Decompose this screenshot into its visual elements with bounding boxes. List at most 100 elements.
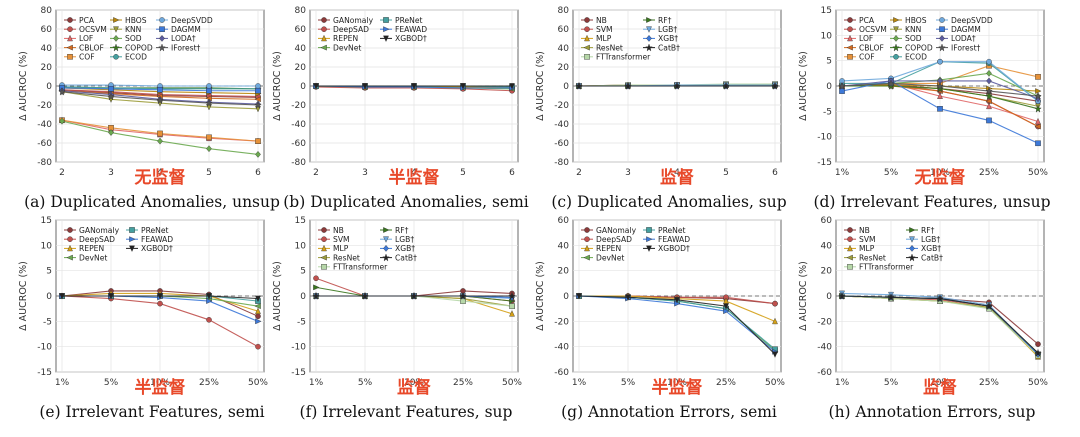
supervision-annotation: 监督 xyxy=(923,377,957,398)
legend-marker xyxy=(159,34,165,42)
y-tick-label: -60 xyxy=(817,368,832,378)
legend-marker xyxy=(646,227,652,233)
x-tick-label: 5% xyxy=(104,378,119,388)
x-tick-label: 1% xyxy=(835,168,850,178)
legend-marker xyxy=(321,34,327,42)
data-point xyxy=(108,86,114,92)
legend-marker xyxy=(584,227,590,233)
legend-marker xyxy=(383,244,389,252)
legend-marker xyxy=(892,43,900,52)
data-point xyxy=(1034,348,1042,357)
data-point xyxy=(722,81,730,90)
legend-entry: GANomaly xyxy=(79,226,120,235)
legend-marker xyxy=(321,227,327,233)
y-axis-label: Δ AUCROC (%) xyxy=(798,261,809,331)
y-tick-label: -40 xyxy=(817,343,832,353)
x-tick-label: 1% xyxy=(572,378,587,388)
legend-marker xyxy=(847,17,853,23)
y-tick-label: -20 xyxy=(554,101,569,111)
legend-marker xyxy=(66,44,73,51)
data-point xyxy=(509,83,515,90)
y-tick-label: 40 xyxy=(295,44,307,54)
data-point xyxy=(1035,88,1042,94)
legend-entry: XGBOD† xyxy=(141,244,173,253)
data-point xyxy=(58,87,66,96)
legend-entry: RF† xyxy=(921,226,935,235)
series-iforest xyxy=(58,87,262,109)
legend-marker xyxy=(321,264,327,270)
legend-marker xyxy=(847,244,853,252)
legend-marker xyxy=(893,17,900,23)
x-tick-label: 1% xyxy=(835,378,850,388)
supervision-annotation: 监督 xyxy=(397,377,431,398)
y-tick-label: 80 xyxy=(295,6,307,16)
y-tick-label: -40 xyxy=(554,120,569,130)
data-point xyxy=(986,77,992,85)
data-point xyxy=(508,291,516,300)
legend-marker xyxy=(939,34,945,42)
legend-entry: COF xyxy=(79,53,95,62)
legend-entry: COPOD xyxy=(125,43,153,52)
y-tick-label: 40 xyxy=(558,44,570,54)
y-tick-label: 20 xyxy=(558,63,570,73)
x-tick-label: 3 xyxy=(625,168,631,178)
legend-marker xyxy=(583,44,590,51)
y-axis-label: Δ AUCROC (%) xyxy=(18,261,29,331)
x-tick-label: 10% xyxy=(404,378,424,388)
y-axis-label: Δ AUCROC (%) xyxy=(535,51,546,121)
panel-caption: (h) Annotation Errors, sup xyxy=(829,403,1036,421)
x-tick-label: 50% xyxy=(1028,168,1048,178)
legend-marker xyxy=(129,245,135,252)
legend-entry: SVM xyxy=(859,235,876,244)
data-point xyxy=(255,138,261,144)
y-tick-label: -80 xyxy=(291,158,306,168)
y-tick-label: 40 xyxy=(821,241,833,251)
legend-marker xyxy=(909,227,916,233)
x-tick-label: 6 xyxy=(509,168,515,178)
data-point xyxy=(985,86,993,96)
x-tick-label: 25% xyxy=(979,378,999,388)
legend-marker xyxy=(847,236,853,242)
y-tick-label: 80 xyxy=(558,6,570,16)
legend-entry: MLP xyxy=(333,244,349,253)
series-catb xyxy=(312,291,516,300)
data-point xyxy=(206,293,212,300)
panel-caption: (d) Irrelevant Features, unsup xyxy=(813,193,1050,211)
data-point xyxy=(255,150,261,158)
x-tick-label: 50% xyxy=(502,378,522,388)
panel-d: -15 -10 -5 0 5 10 15 1% 5% 10% 25% 50% Δ AUCROC (%) P… xyxy=(798,6,1051,211)
x-tick-label: 2 xyxy=(59,168,65,178)
legend-entry: CatB† xyxy=(658,43,680,52)
panel-caption: (f) Irrelevant Features, sup xyxy=(300,403,513,421)
legend-entry: FEAWAD xyxy=(141,235,173,244)
legend-entry: FEAWAD xyxy=(658,235,690,244)
legend-marker xyxy=(382,253,390,262)
x-tick-label: 10% xyxy=(150,378,170,388)
legend-marker xyxy=(584,54,590,60)
data-point xyxy=(1035,341,1041,347)
series-catb xyxy=(838,291,1042,357)
legend-entry: FTTransformer xyxy=(333,263,388,272)
x-tick-label: 2 xyxy=(313,168,319,178)
data-point xyxy=(206,87,212,94)
legend-entry: PReNet xyxy=(141,226,169,235)
data-point xyxy=(362,83,368,90)
y-tick-label: -40 xyxy=(291,120,306,130)
legend-marker xyxy=(584,26,590,33)
legend-entry: RF† xyxy=(395,226,409,235)
series-xgbod xyxy=(576,293,778,358)
x-tick-label: 25% xyxy=(716,378,736,388)
data-point xyxy=(576,293,582,300)
data-point xyxy=(986,69,992,77)
y-tick-label: -20 xyxy=(291,101,306,111)
legend-entry: LOF xyxy=(79,34,93,43)
x-tick-label: 10% xyxy=(667,378,687,388)
data-point xyxy=(936,81,944,90)
y-tick-label: -20 xyxy=(37,101,52,111)
panel-e: -15 -10 -5 0 5 10 15 1% 5% 10% 25% 50% Δ AUCROC (%) G… xyxy=(18,216,268,421)
legend-marker xyxy=(646,26,652,33)
series-iforest xyxy=(838,79,1042,101)
y-tick-label: 0 xyxy=(46,292,52,302)
data-point xyxy=(361,291,369,300)
legend-marker xyxy=(113,26,119,33)
